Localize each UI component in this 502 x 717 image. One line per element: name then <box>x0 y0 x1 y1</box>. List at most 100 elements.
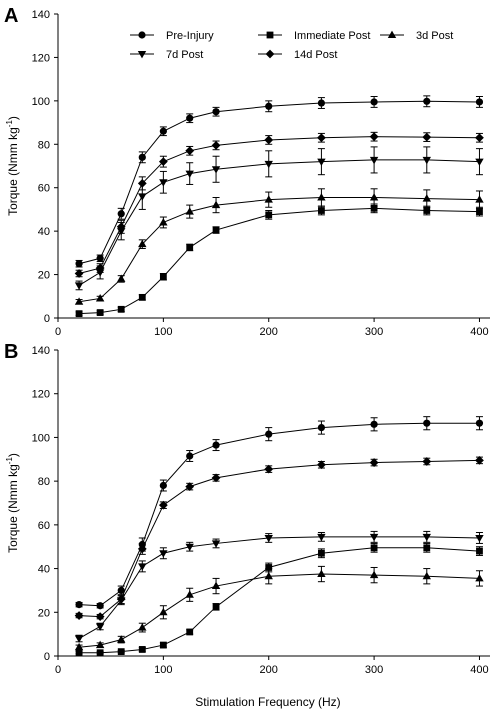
point-14d-post <box>137 178 147 188</box>
legend-label-pre-injury: Pre-Injury <box>166 30 214 42</box>
y-tick-label: 100 <box>32 96 50 108</box>
legend-marker-3d-post <box>387 30 397 38</box>
point-pre-injury <box>96 602 104 610</box>
point-14d-post <box>116 222 126 232</box>
y-tick-label: 120 <box>32 52 50 64</box>
y-tick-label: 0 <box>44 651 50 663</box>
point-14d-post <box>185 482 195 492</box>
point-14d-post <box>211 140 221 150</box>
point-14d-post <box>116 594 126 604</box>
series-line-pre-injury <box>78 100 480 265</box>
point-14d-post <box>264 135 274 145</box>
x-tick-label: 300 <box>365 664 383 676</box>
point-7d-post <box>138 193 147 201</box>
point-7d-post <box>422 156 431 165</box>
x-tick-label: 400 <box>470 664 488 676</box>
y-axis-title-text: Torque (Nmm kg <box>6 127 20 216</box>
point-14d-post <box>369 458 379 467</box>
point-pre-injury <box>138 153 146 161</box>
point-7d-post <box>317 533 326 542</box>
point-7d-post <box>159 550 168 558</box>
point-7d-post <box>317 158 326 167</box>
point-14d-post <box>317 133 326 143</box>
point-14d-post <box>74 611 84 620</box>
point-pre-injury <box>370 420 378 428</box>
point-7d-post <box>475 158 484 167</box>
y-axis-title: Torque (Nmm kg-1) <box>5 453 20 553</box>
point-14d-post <box>264 464 274 474</box>
series-line-7d-post <box>78 159 480 286</box>
point-immediate-post <box>117 648 125 656</box>
point-14d-post <box>369 132 379 142</box>
point-3d-post <box>159 218 168 226</box>
series-line-immediate-post <box>79 207 480 315</box>
point-3d-post <box>138 239 147 248</box>
legend-marker-pre-injury <box>138 31 146 39</box>
point-7d-post <box>369 156 379 165</box>
point-3d-post <box>422 194 431 202</box>
point-immediate-post <box>186 244 194 251</box>
y-axis-title-superscript: -1 <box>5 120 14 128</box>
legend-marker-immediate-post <box>266 31 274 39</box>
x-tick-label: 300 <box>365 326 383 338</box>
point-3d-post <box>264 571 273 580</box>
series-line-immediate-post <box>79 547 480 654</box>
point-immediate-post <box>96 309 104 316</box>
point-3d-post <box>95 294 105 302</box>
point-pre-injury <box>212 108 220 116</box>
panel-b-chart: 0 20 40 60 80 100 120 140 0 100 200 300 400 Torque (N… <box>5 345 490 676</box>
point-immediate-post <box>96 649 104 657</box>
point-7d-post <box>95 269 105 277</box>
point-immediate-post <box>423 207 431 214</box>
x-tick-label: 100 <box>154 664 172 676</box>
point-7d-post <box>475 534 484 543</box>
legend-label-3d-post: 3d Post <box>416 30 453 42</box>
y-axis-title-closing: ) <box>6 453 20 457</box>
point-immediate-post <box>75 310 83 318</box>
point-immediate-post <box>186 628 194 636</box>
point-immediate-post <box>318 207 325 214</box>
y-tick-label: 80 <box>38 476 50 488</box>
x-tick-label: 400 <box>470 326 488 338</box>
panel-a-chart: 0 20 40 60 80 100 120 140 0 100 200 300 400 Torque (N… <box>5 9 490 338</box>
legend-label-14d-post: 14d Post <box>294 49 337 61</box>
point-3d-post <box>211 581 221 590</box>
point-3d-post <box>159 607 168 616</box>
series-line-14d-post <box>79 459 480 618</box>
legend-label-7d-post: 7d Post <box>166 49 203 61</box>
point-pre-injury <box>186 114 194 122</box>
x-tick-label: 200 <box>260 326 278 338</box>
point-7d-post <box>211 540 221 548</box>
point-pre-injury <box>117 586 125 595</box>
point-3d-post <box>369 570 379 579</box>
point-immediate-post <box>212 603 220 611</box>
point-immediate-post <box>370 204 378 212</box>
y-axis-title-text: Torque (Nmm kg <box>6 464 20 553</box>
x-tick-label: 100 <box>154 326 172 338</box>
point-immediate-post <box>212 226 220 234</box>
point-immediate-post <box>138 646 146 653</box>
point-7d-post <box>185 170 194 178</box>
point-14d-post <box>158 157 168 167</box>
point-pre-injury <box>265 430 273 438</box>
x-axis-title: Stimulation Frequency (Hz) <box>195 695 340 709</box>
y-tick-label: 140 <box>32 345 50 357</box>
point-14d-post <box>475 455 484 465</box>
point-7d-post <box>211 166 221 174</box>
y-tick-label: 40 <box>38 226 50 238</box>
point-3d-post <box>74 297 84 305</box>
point-immediate-post <box>159 641 167 649</box>
point-pre-injury <box>159 127 167 135</box>
point-14d-post <box>422 132 432 142</box>
legend-marker-7d-post <box>137 51 147 59</box>
x-tick-label: 0 <box>55 664 61 676</box>
y-axis-title-superscript: -1 <box>5 457 14 465</box>
point-immediate-post <box>476 547 483 555</box>
legend-marker-14d-post <box>265 49 275 59</box>
point-14d-post <box>95 263 105 273</box>
point-3d-post <box>117 635 126 643</box>
series-line-3d-post <box>79 573 480 648</box>
point-3d-post <box>138 623 147 631</box>
point-7d-post <box>95 623 105 631</box>
